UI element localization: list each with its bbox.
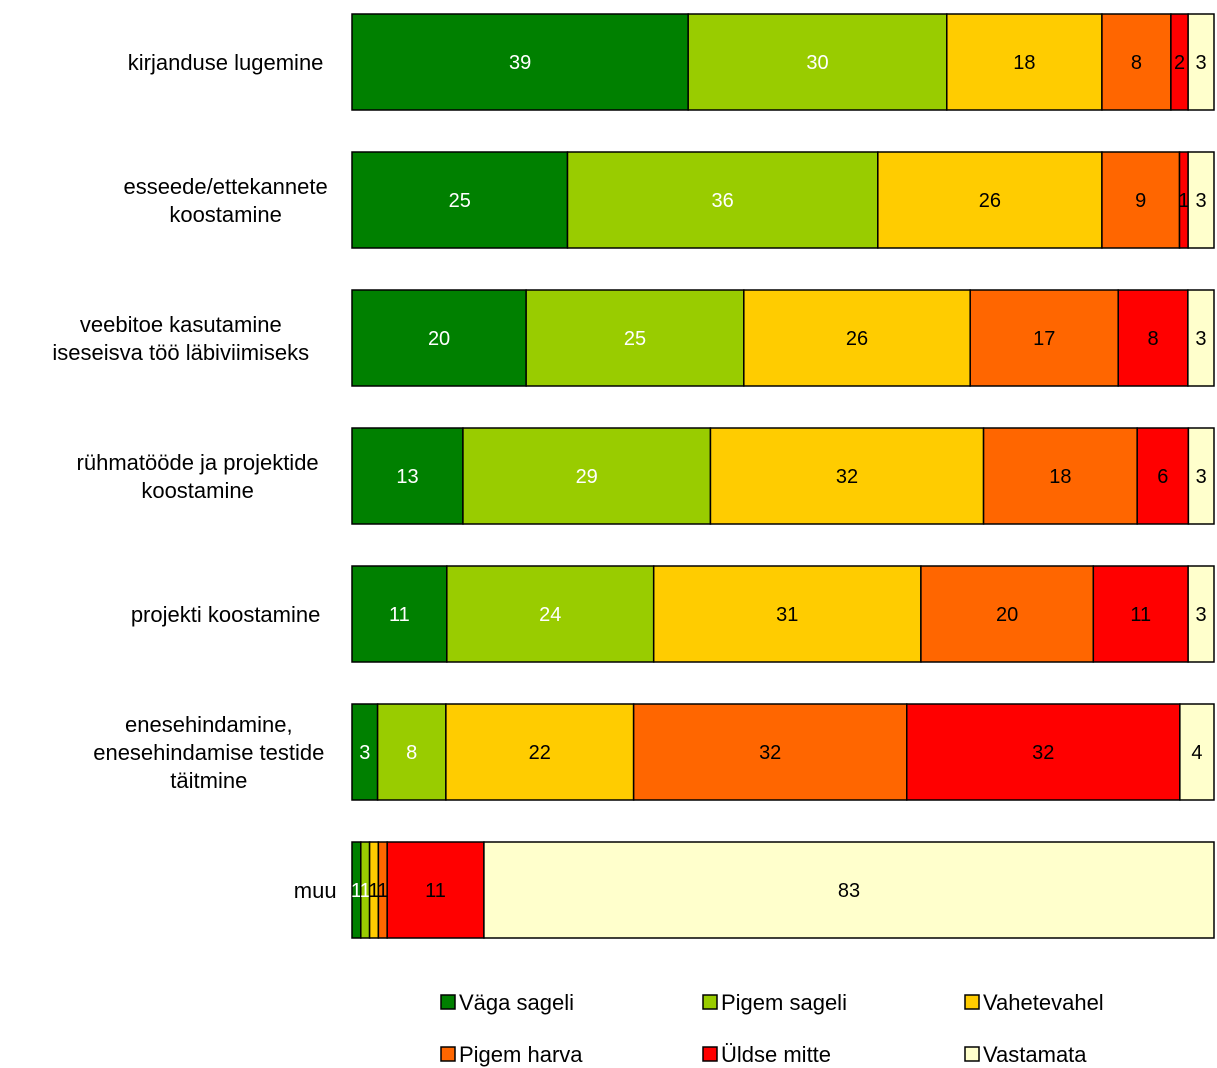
- bar-value-label: 4: [1191, 742, 1202, 764]
- bar-segment: [1187, 289, 1215, 387]
- bar-segment: [1187, 13, 1215, 111]
- legend-label: Vahetevahel: [983, 990, 1104, 1015]
- bar-value-label: 36: [712, 190, 734, 212]
- bar-segment: [1136, 427, 1190, 525]
- bar-value-label: 1: [368, 880, 379, 902]
- category-label: enesehindamine, enesehindamise testide täi…: [93, 712, 324, 793]
- bar-segment: [1179, 703, 1215, 801]
- bar-value-label: 18: [1013, 52, 1035, 74]
- bar-segment: [351, 289, 527, 387]
- bar-value-label: 1: [377, 880, 388, 902]
- bar-segment: [652, 565, 922, 663]
- legend-label: Pigem harva: [459, 1042, 583, 1067]
- bar-segment: [946, 13, 1103, 111]
- plot-area: kirjanduse lugemine 39 30 18 8 2 3esseede/ette…: [52, 13, 1215, 939]
- bar-segment: [483, 841, 1215, 939]
- bar-value-label: 8: [1131, 52, 1142, 74]
- bar-value-label: 31: [776, 604, 798, 626]
- legend-swatch: [964, 1046, 980, 1062]
- bar-value-label: 1: [1178, 190, 1189, 212]
- bar-value-label: 26: [846, 328, 868, 350]
- bar-value-label: 39: [509, 52, 531, 74]
- legend-swatch: [702, 1046, 718, 1062]
- bar-value-label: 8: [1147, 328, 1158, 350]
- legend-swatch: [702, 994, 718, 1010]
- bar-value-label: 1: [351, 880, 362, 902]
- bar-value-label: 32: [759, 742, 781, 764]
- bar-value-label: 3: [1196, 190, 1207, 212]
- bar-value-label: 11: [425, 880, 446, 902]
- bar-value-label: 9: [1135, 190, 1146, 212]
- bar-segment: [920, 565, 1095, 663]
- bar-value-label: 11: [1130, 604, 1151, 626]
- bar-segment: [1187, 427, 1215, 525]
- legend-swatch: [964, 994, 980, 1010]
- bar-value-label: 83: [838, 880, 860, 902]
- bar-value-label: 32: [836, 466, 858, 488]
- bar-segment: [877, 151, 1103, 249]
- bar-value-label: 3: [359, 742, 370, 764]
- bar-value-label: 25: [449, 190, 471, 212]
- bar-value-label: 6: [1157, 466, 1168, 488]
- legend-label: Üldse mitte: [721, 1042, 831, 1067]
- bar-value-label: 26: [979, 190, 1001, 212]
- legend-swatch: [440, 1046, 456, 1062]
- bar-segment: [687, 13, 948, 111]
- legend-label: Pigem sageli: [721, 990, 847, 1015]
- category-label: kirjanduse lugemine: [128, 50, 324, 75]
- bar-segment: [566, 151, 879, 249]
- bar-value-label: 3: [1196, 604, 1207, 626]
- bar-segment: [462, 427, 712, 525]
- bar-value-label: 1: [360, 880, 371, 902]
- bar-value-label: 20: [996, 604, 1018, 626]
- legend: Väga sageli Pigem sageli Vahetevahel Pigem …: [440, 990, 1104, 1067]
- bar-segment: [1117, 289, 1189, 387]
- bar-segment: [1101, 151, 1181, 249]
- bar-value-label: 2: [1174, 52, 1185, 74]
- bar-segment: [386, 841, 485, 939]
- bar-segment: [982, 427, 1138, 525]
- bar-value-label: 25: [624, 328, 646, 350]
- bar-segment: [351, 427, 464, 525]
- bar-value-label: 20: [428, 328, 450, 350]
- category-label: veebitoe kasutamine iseseisva töö läbivii…: [52, 312, 309, 365]
- bar-segment: [709, 427, 985, 525]
- bar-segment: [632, 703, 908, 801]
- category-label: rühmatööde ja projektide koostamine: [77, 450, 319, 503]
- legend-label: Väga sageli: [459, 990, 574, 1015]
- bar-segment: [351, 151, 569, 249]
- bar-segment: [1092, 565, 1189, 663]
- bar-segment: [1187, 151, 1215, 249]
- bar-segment: [743, 289, 971, 387]
- bar-value-label: 3: [1196, 466, 1207, 488]
- legend-swatch: [440, 994, 456, 1010]
- bar-value-label: 32: [1032, 742, 1054, 764]
- bar-segment: [1187, 565, 1215, 663]
- category-label: esseede/ettekannete koostamine: [123, 174, 327, 227]
- bar-value-label: 24: [539, 604, 561, 626]
- category-label: muu: [294, 878, 337, 903]
- bar-segment: [351, 703, 379, 801]
- bar-value-label: 8: [406, 742, 417, 764]
- legend-label: Vastamata: [983, 1042, 1087, 1067]
- category-label: projekti koostamine: [131, 602, 321, 627]
- bar-value-label: 13: [396, 466, 418, 488]
- bar-value-label: 30: [806, 52, 828, 74]
- bar-segment: [446, 565, 655, 663]
- bar-value-label: 3: [1196, 52, 1207, 74]
- bar-value-label: 18: [1049, 466, 1071, 488]
- bar-value-label: 3: [1195, 328, 1206, 350]
- bar-value-label: 11: [389, 604, 410, 626]
- bar-segment: [351, 13, 689, 111]
- bar-segment: [376, 703, 447, 801]
- bar-value-label: 22: [529, 742, 551, 764]
- bar-segment: [351, 565, 448, 663]
- bar-value-label: 29: [576, 466, 598, 488]
- bar-value-label: 17: [1033, 328, 1055, 350]
